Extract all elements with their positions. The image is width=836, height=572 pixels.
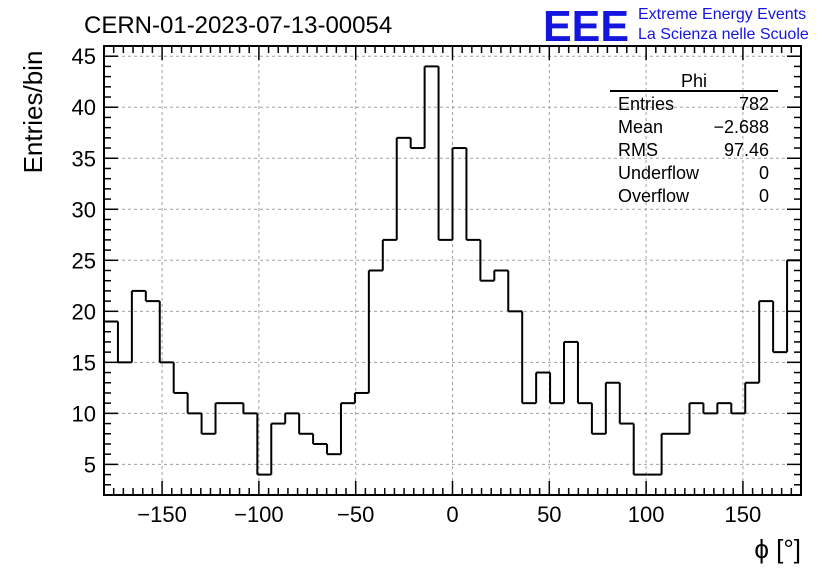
eee-logo-line2: La Scienza nelle Scuole xyxy=(638,26,809,43)
x-tick-label: 150 xyxy=(725,502,762,527)
stats-rms-label: RMS xyxy=(618,140,658,160)
y-tick-label: 20 xyxy=(72,299,96,324)
eee-logo-mark: EEE xyxy=(543,2,629,51)
axis-ticks xyxy=(104,45,801,495)
stats-entries-label: Entries xyxy=(618,94,674,114)
x-tick-label: −150 xyxy=(137,502,187,527)
x-tick-labels: −150 −100 −50 0 50 100 150 xyxy=(137,502,761,527)
stats-mean-label: Mean xyxy=(618,117,663,137)
chart-title: CERN-01-2023-07-13-00054 xyxy=(84,12,392,39)
plot-frame xyxy=(103,45,802,496)
x-tick-label: −100 xyxy=(234,502,284,527)
stats-underflow-value: 0 xyxy=(759,163,769,183)
x-tick-label: −50 xyxy=(337,502,374,527)
stats-box: Phi Entries 782 Mean −2.688 RMS 97.46 Un… xyxy=(610,71,778,206)
y-tick-label: 30 xyxy=(72,197,96,222)
stats-overflow-label: Overflow xyxy=(618,186,690,206)
x-tick-label: 100 xyxy=(628,502,665,527)
histogram-series xyxy=(103,65,801,495)
y-tick-label: 25 xyxy=(72,248,96,273)
stats-rms-value: 97.46 xyxy=(724,140,769,160)
eee-logo-line1: Extreme Energy Events xyxy=(638,6,806,23)
x-tick-label: 50 xyxy=(537,502,561,527)
stats-underflow-label: Underflow xyxy=(618,163,700,183)
grid-lines xyxy=(104,46,801,495)
y-tick-label: 35 xyxy=(72,146,96,171)
eee-logo: EEE Extreme Energy Events La Scienza nel… xyxy=(543,2,809,51)
stats-overflow-value: 0 xyxy=(759,186,769,206)
y-tick-label: 5 xyxy=(84,452,96,477)
y-tick-label: 10 xyxy=(72,401,96,426)
y-tick-label: 40 xyxy=(72,95,96,120)
y-tick-label: 15 xyxy=(72,350,96,375)
y-axis-title: Entries/bin xyxy=(18,51,48,174)
x-axis-title: ϕ [°] xyxy=(754,534,801,564)
y-tick-label: 45 xyxy=(72,44,96,69)
stats-box-title: Phi xyxy=(681,71,707,91)
x-tick-label: 0 xyxy=(446,502,458,527)
stats-mean-value: −2.688 xyxy=(713,117,769,137)
stats-entries-value: 782 xyxy=(739,94,769,114)
y-tick-labels: 5 10 15 20 25 30 35 40 45 xyxy=(72,44,96,477)
